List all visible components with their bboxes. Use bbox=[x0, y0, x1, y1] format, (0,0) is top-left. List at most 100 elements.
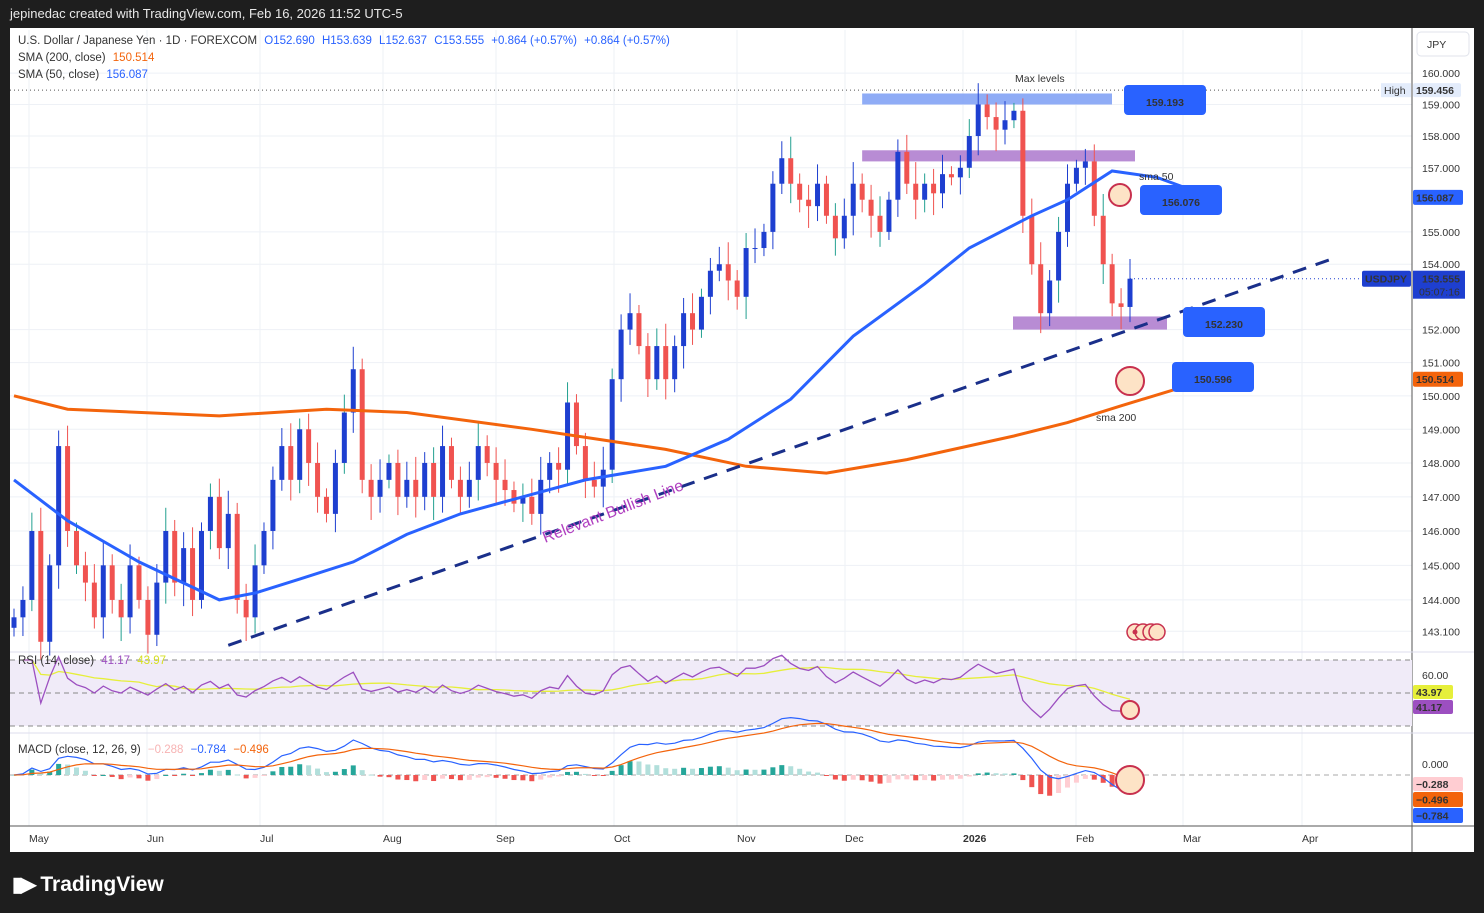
candle[interactable] bbox=[457, 479, 463, 497]
candle[interactable] bbox=[975, 104, 981, 137]
candle[interactable] bbox=[690, 313, 696, 330]
candle[interactable] bbox=[100, 565, 106, 618]
candle[interactable] bbox=[279, 446, 285, 480]
candle[interactable] bbox=[47, 565, 53, 642]
candle[interactable] bbox=[323, 496, 329, 514]
candle[interactable] bbox=[913, 183, 919, 200]
candle[interactable] bbox=[466, 479, 472, 497]
candle[interactable] bbox=[779, 158, 785, 184]
rsi-legend[interactable]: RSI (14, close) 41.17 43.97 bbox=[18, 655, 170, 667]
candle[interactable] bbox=[225, 513, 231, 549]
candle[interactable] bbox=[1127, 278, 1133, 307]
candle[interactable] bbox=[297, 429, 303, 480]
candle[interactable] bbox=[556, 462, 562, 470]
macd-marker-icon[interactable] bbox=[1115, 765, 1145, 795]
candle[interactable] bbox=[591, 479, 597, 487]
candle[interactable] bbox=[698, 296, 704, 330]
candle[interactable] bbox=[1002, 120, 1008, 130]
candle[interactable] bbox=[109, 565, 115, 600]
candle[interactable] bbox=[431, 462, 437, 497]
alert-marker-icon[interactable] bbox=[1148, 623, 1166, 641]
candle[interactable] bbox=[145, 599, 151, 635]
candle[interactable] bbox=[806, 199, 812, 207]
candle[interactable] bbox=[29, 530, 35, 600]
candle[interactable] bbox=[475, 446, 481, 480]
candle[interactable] bbox=[252, 565, 258, 618]
candle[interactable] bbox=[118, 599, 124, 618]
symbol-name[interactable]: U.S. Dollar / Japanese Yen · 1D · FOREXC… bbox=[18, 35, 258, 47]
candle[interactable] bbox=[198, 530, 204, 600]
candle[interactable] bbox=[82, 565, 88, 583]
candle[interactable] bbox=[1100, 215, 1106, 265]
candle[interactable] bbox=[73, 530, 79, 566]
sma200-marker-icon[interactable] bbox=[1115, 366, 1145, 396]
candle[interactable] bbox=[306, 429, 312, 463]
candle[interactable] bbox=[413, 479, 419, 497]
candle[interactable] bbox=[797, 183, 803, 200]
macd-legend[interactable]: MACD (close, 12, 26, 9) −0.288 −0.784 −0… bbox=[18, 744, 273, 756]
candle[interactable] bbox=[315, 462, 321, 497]
sma50-legend[interactable]: SMA (50, close) 156.087 bbox=[18, 69, 152, 81]
candle[interactable] bbox=[1065, 183, 1071, 232]
candle[interactable] bbox=[1109, 264, 1115, 304]
candle[interactable] bbox=[91, 582, 97, 618]
candle[interactable] bbox=[1118, 303, 1124, 307]
candle[interactable] bbox=[609, 379, 615, 470]
candle[interactable] bbox=[1038, 264, 1044, 314]
candle[interactable] bbox=[1011, 110, 1017, 121]
support-zone[interactable] bbox=[1013, 316, 1167, 330]
candle[interactable] bbox=[1091, 161, 1097, 216]
candle[interactable] bbox=[368, 479, 374, 497]
candle[interactable] bbox=[788, 158, 794, 184]
candle[interactable] bbox=[136, 565, 142, 600]
candle[interactable] bbox=[940, 174, 946, 194]
candle[interactable] bbox=[234, 513, 240, 600]
candle[interactable] bbox=[172, 530, 178, 583]
candle[interactable] bbox=[65, 446, 71, 531]
candle[interactable] bbox=[332, 462, 338, 514]
candle[interactable] bbox=[1082, 161, 1088, 168]
candle[interactable] bbox=[895, 151, 901, 200]
macd-line[interactable] bbox=[13, 716, 1131, 793]
candle[interactable] bbox=[377, 479, 383, 497]
candle[interactable] bbox=[761, 231, 767, 249]
candle[interactable] bbox=[1020, 110, 1026, 216]
candle[interactable] bbox=[404, 479, 410, 497]
candle[interactable] bbox=[948, 174, 954, 178]
candle[interactable] bbox=[815, 183, 821, 207]
candle[interactable] bbox=[350, 369, 356, 413]
candle[interactable] bbox=[216, 496, 222, 549]
candle[interactable] bbox=[529, 496, 535, 514]
candle[interactable] bbox=[957, 167, 963, 178]
candle[interactable] bbox=[11, 617, 17, 628]
candle[interactable] bbox=[386, 462, 392, 480]
candle[interactable] bbox=[1029, 215, 1035, 265]
candle[interactable] bbox=[538, 479, 544, 514]
sma50-marker-icon[interactable] bbox=[1108, 183, 1132, 207]
candle[interactable] bbox=[395, 462, 401, 497]
candle[interactable] bbox=[707, 270, 713, 297]
candle[interactable] bbox=[663, 346, 669, 380]
candle[interactable] bbox=[984, 104, 990, 118]
candle[interactable] bbox=[770, 183, 776, 232]
candle[interactable] bbox=[672, 346, 678, 380]
candle[interactable] bbox=[163, 530, 169, 583]
candle[interactable] bbox=[859, 183, 865, 200]
candle[interactable] bbox=[1056, 231, 1062, 281]
candle[interactable] bbox=[868, 199, 874, 216]
candle[interactable] bbox=[243, 599, 249, 618]
candle[interactable] bbox=[743, 248, 749, 297]
candle[interactable] bbox=[190, 548, 196, 600]
candle[interactable] bbox=[341, 412, 347, 463]
sma200-legend[interactable]: SMA (200, close) 150.514 bbox=[18, 52, 158, 64]
candle[interactable] bbox=[181, 548, 187, 583]
candle[interactable] bbox=[618, 329, 624, 380]
currency-button[interactable] bbox=[1416, 31, 1470, 57]
candle[interactable] bbox=[502, 479, 508, 491]
tradingview-logo[interactable]: ▮▶ TradingView bbox=[12, 872, 164, 897]
candle[interactable] bbox=[904, 151, 910, 184]
candle[interactable] bbox=[841, 215, 847, 239]
candle[interactable] bbox=[520, 496, 526, 504]
resistance-zone[interactable] bbox=[862, 150, 1135, 162]
